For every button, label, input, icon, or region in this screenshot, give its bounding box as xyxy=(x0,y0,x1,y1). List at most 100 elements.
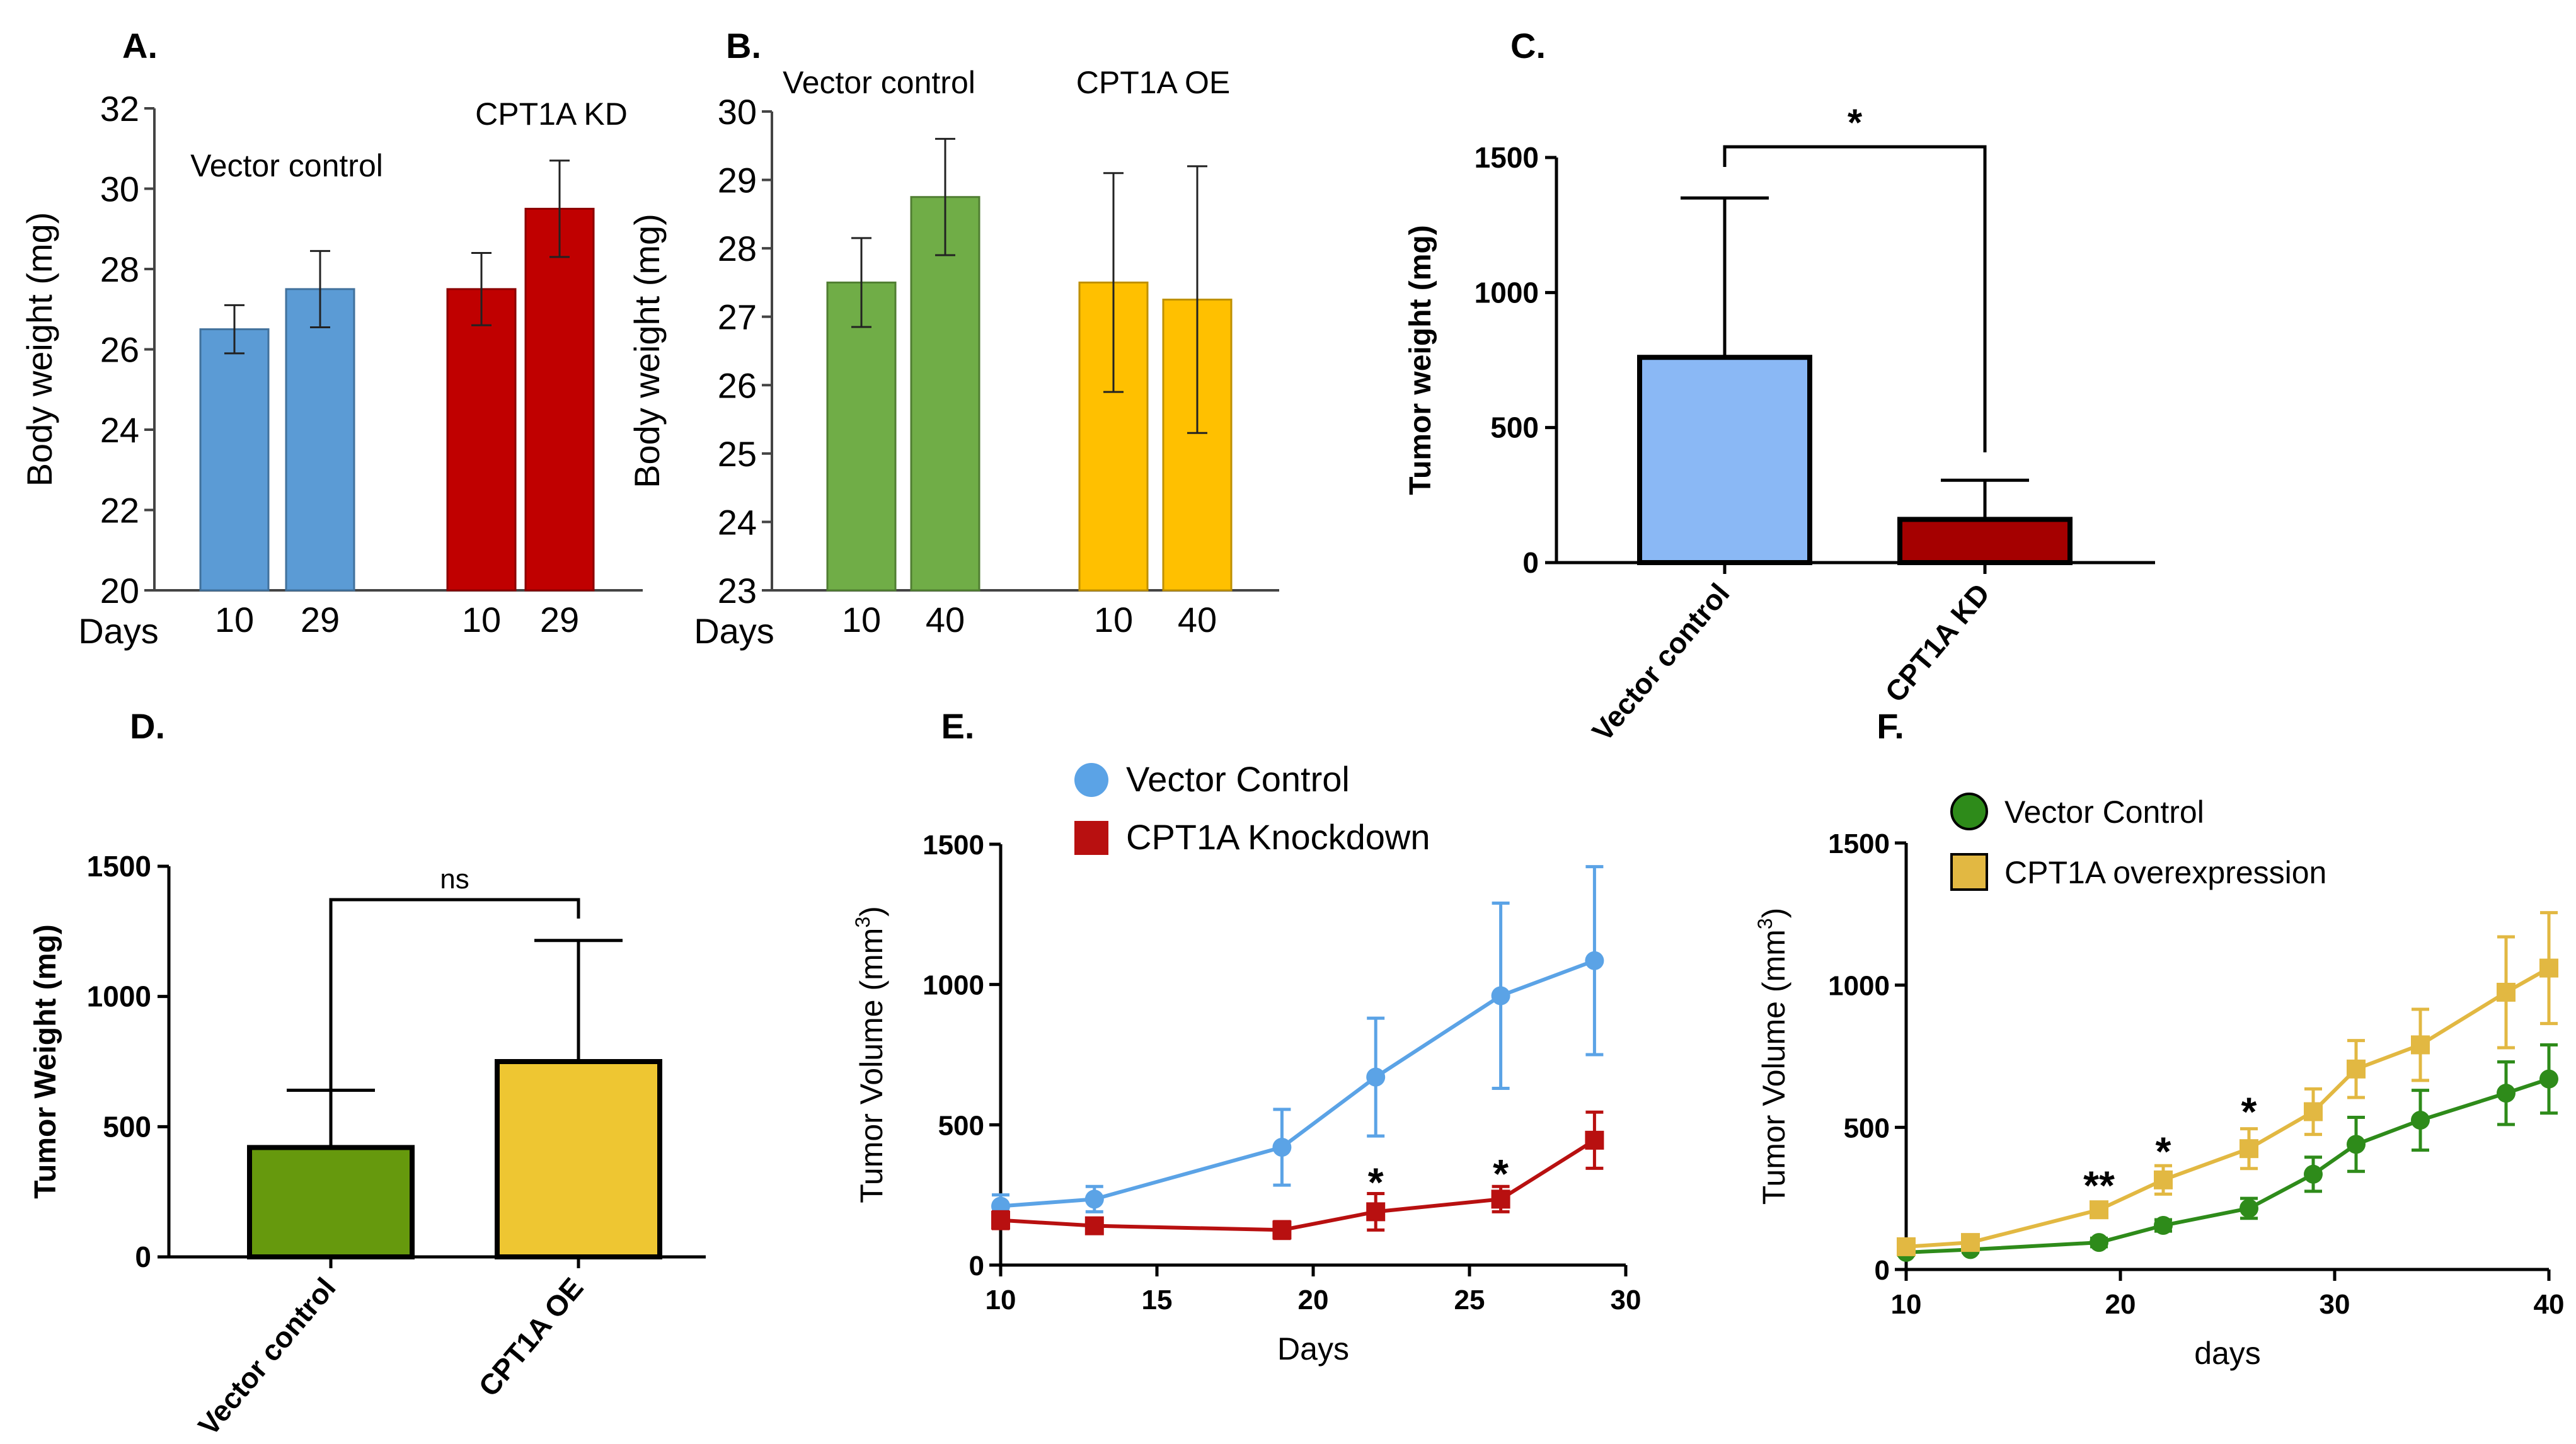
y-tick-label: 1500 xyxy=(923,830,984,861)
x-tick-label: 30 xyxy=(1611,1285,1642,1315)
significance-bracket xyxy=(1723,145,1987,452)
x-tick-label: CPT1A KD xyxy=(1878,577,1996,708)
group-label: CPT1A KD xyxy=(475,96,628,132)
legend-label: CPT1A overexpression xyxy=(2004,855,2326,890)
significance-star: * xyxy=(1368,1159,1384,1205)
x-tick-label: Vector control xyxy=(192,1271,342,1441)
data-point xyxy=(2347,1059,2366,1079)
y-tick-label: 500 xyxy=(1844,1113,1890,1143)
y-axis-title: Tumor Weight (mg) xyxy=(29,924,62,1199)
data-point xyxy=(2240,1198,2258,1218)
data-point xyxy=(2539,958,2558,978)
panel-d: D. 0 500 1000 1500 Tumor Weight (mg) Vector co… xyxy=(29,706,706,1441)
x-tick-label: 20 xyxy=(1298,1285,1329,1315)
data-point xyxy=(2411,1035,2430,1055)
y-tick-label: 28 xyxy=(718,229,757,268)
y-axis-title-close: ) xyxy=(854,906,889,917)
panel-c: C. 0 500 1000 1500 Tumor weight (mg) Vector co… xyxy=(1404,26,2155,747)
y-tick-label: 0 xyxy=(1522,546,1539,579)
y-axis-title: Tumor Volume (mm3) xyxy=(1754,908,1791,1205)
y-tick-label: 1500 xyxy=(1475,141,1539,174)
data-point xyxy=(1272,1137,1292,1157)
x-tick-label: 40 xyxy=(926,600,965,639)
legend-marker xyxy=(1950,853,1988,891)
significance-label: ns xyxy=(440,864,469,895)
legend-marker xyxy=(1074,763,1108,797)
x-tick-label: 20 xyxy=(2105,1289,2136,1320)
bar xyxy=(1637,355,1812,565)
y-tick-label: 24 xyxy=(718,502,757,542)
bar xyxy=(495,1059,662,1259)
y-tick-label: 26 xyxy=(718,365,757,405)
bar xyxy=(446,288,517,592)
data-point xyxy=(2304,1102,2323,1121)
y-axis-title-close: ) xyxy=(1756,908,1791,919)
x-axis-title: Days xyxy=(1277,1331,1349,1367)
data-point xyxy=(2090,1233,2108,1252)
data-point xyxy=(1491,1189,1510,1209)
data-point xyxy=(2497,982,2516,1002)
y-axis-title-superscript: 3 xyxy=(1754,918,1776,929)
panel-letter: D. xyxy=(130,706,165,746)
y-tick-label: 24 xyxy=(100,410,139,450)
x-axis-title: Days xyxy=(78,611,159,651)
x-tick-label: 40 xyxy=(2534,1289,2565,1320)
panel-letter: A. xyxy=(122,26,158,66)
y-axis-title-superscript: 3 xyxy=(851,917,874,928)
y-tick-label: 23 xyxy=(718,571,757,610)
data-point xyxy=(2347,1135,2366,1154)
legend-marker xyxy=(1074,821,1108,855)
significance-star: * xyxy=(2156,1128,2171,1174)
y-tick-label: 1000 xyxy=(923,970,984,1001)
y-tick-label: 0 xyxy=(969,1251,984,1281)
y-tick-label: 25 xyxy=(718,434,757,474)
x-axis-title: days xyxy=(2194,1336,2261,1371)
y-tick-label: 1500 xyxy=(1828,828,1890,859)
y-tick-label: 500 xyxy=(103,1110,151,1143)
y-tick-label: 32 xyxy=(100,89,139,129)
bar xyxy=(199,328,270,592)
y-tick-label: 30 xyxy=(100,169,139,209)
group-label: Vector control xyxy=(190,148,383,183)
x-tick-label: 10 xyxy=(462,600,501,639)
bar xyxy=(1897,517,2073,565)
data-point xyxy=(2411,1111,2430,1130)
data-point xyxy=(1084,1189,1104,1209)
x-tick-label: CPT1A OE xyxy=(472,1271,590,1402)
y-axis-title: Tumor weight (mg) xyxy=(1404,225,1437,495)
x-tick-label: 29 xyxy=(301,600,340,639)
series-line xyxy=(1906,1077,2550,1254)
x-tick-label: 10 xyxy=(842,600,881,639)
bar xyxy=(247,1145,415,1260)
significance-label: * xyxy=(1848,101,1863,144)
panel-letter: F. xyxy=(1877,706,1904,746)
data-point xyxy=(1084,1216,1104,1235)
panel-letter: B. xyxy=(726,26,761,66)
data-point xyxy=(1585,1130,1604,1150)
legend-label: Vector Control xyxy=(1126,759,1350,799)
x-tick-label: 10 xyxy=(1891,1289,1922,1320)
y-tick-label: 1000 xyxy=(1828,971,1890,1002)
data-point xyxy=(1491,986,1510,1006)
y-tick-label: 29 xyxy=(718,161,757,200)
y-tick-label: 30 xyxy=(718,92,757,132)
data-point xyxy=(991,1210,1010,1230)
x-tick-label: 10 xyxy=(986,1285,1016,1315)
significance-star: * xyxy=(1493,1151,1509,1196)
data-point xyxy=(1272,1220,1292,1240)
x-tick-label: 15 xyxy=(1142,1285,1173,1315)
bar xyxy=(524,207,595,592)
panel-letter: C. xyxy=(1510,26,1546,66)
y-tick-label: 28 xyxy=(100,249,139,289)
data-point xyxy=(2154,1170,2173,1189)
y-axis-title-text: Tumor Volume (mm xyxy=(854,928,889,1203)
y-axis-title: Tumor Volume (mm3) xyxy=(851,906,889,1203)
y-axis-title: Body weight (mg) xyxy=(20,212,59,487)
data-point xyxy=(2539,1069,2558,1089)
data-point xyxy=(1366,1067,1386,1087)
y-tick-label: 0 xyxy=(1875,1255,1890,1286)
significance-star: ** xyxy=(2083,1163,2115,1208)
data-point xyxy=(2154,1216,2173,1235)
y-tick-label: 1500 xyxy=(87,850,151,883)
